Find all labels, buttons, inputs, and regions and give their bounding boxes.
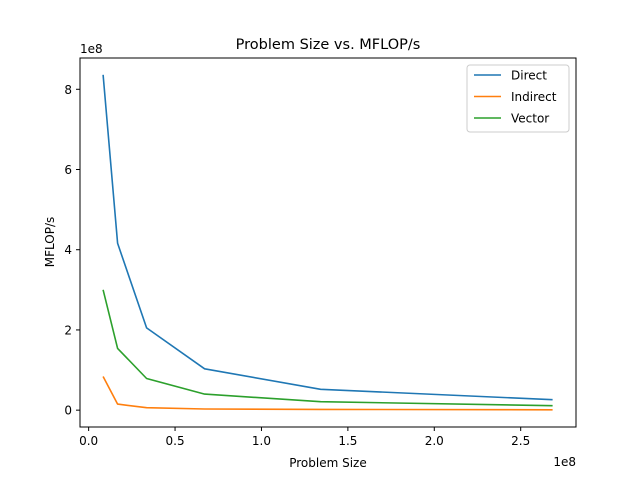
y-tick-label: 6 (64, 163, 72, 177)
x-axis-label: Problem Size (289, 456, 367, 470)
legend-box (466, 64, 570, 133)
series-layer (102, 74, 553, 411)
y-axis-label: MFLOP/s (43, 217, 57, 268)
y-tick-label: 8 (64, 83, 72, 97)
x-tick-label: 0.5 (166, 434, 185, 448)
chart-title: Problem Size vs. MFLOP/s (236, 37, 421, 53)
legend: Direct Indirect Vector (466, 64, 570, 133)
x-tick-label: 1.5 (338, 434, 357, 448)
legend-label-indirect: Indirect (511, 90, 557, 104)
series-line-direct (102, 74, 553, 401)
y-tick-label: 0 (64, 404, 72, 418)
x-offset-label: 1e8 (553, 455, 576, 469)
series-line-vector (102, 289, 553, 407)
x-tick-label: 2.0 (425, 434, 444, 448)
y-offset-label: 1e8 (80, 42, 103, 56)
x-ticks: 0.0 0.5 1.0 1.5 2.0 2.5 (79, 427, 530, 448)
y-ticks: 0 2 4 6 8 (64, 83, 80, 418)
legend-label-direct: Direct (511, 69, 547, 83)
x-tick-label: 1.0 (252, 434, 271, 448)
legend-label-vector: Vector (511, 112, 549, 126)
x-tick-label: 0.0 (79, 434, 98, 448)
y-tick-label: 4 (64, 243, 72, 257)
x-tick-label: 2.5 (511, 434, 530, 448)
axes-frame (79, 57, 577, 428)
series-line-indirect (102, 376, 553, 411)
y-tick-label: 2 (64, 323, 72, 337)
